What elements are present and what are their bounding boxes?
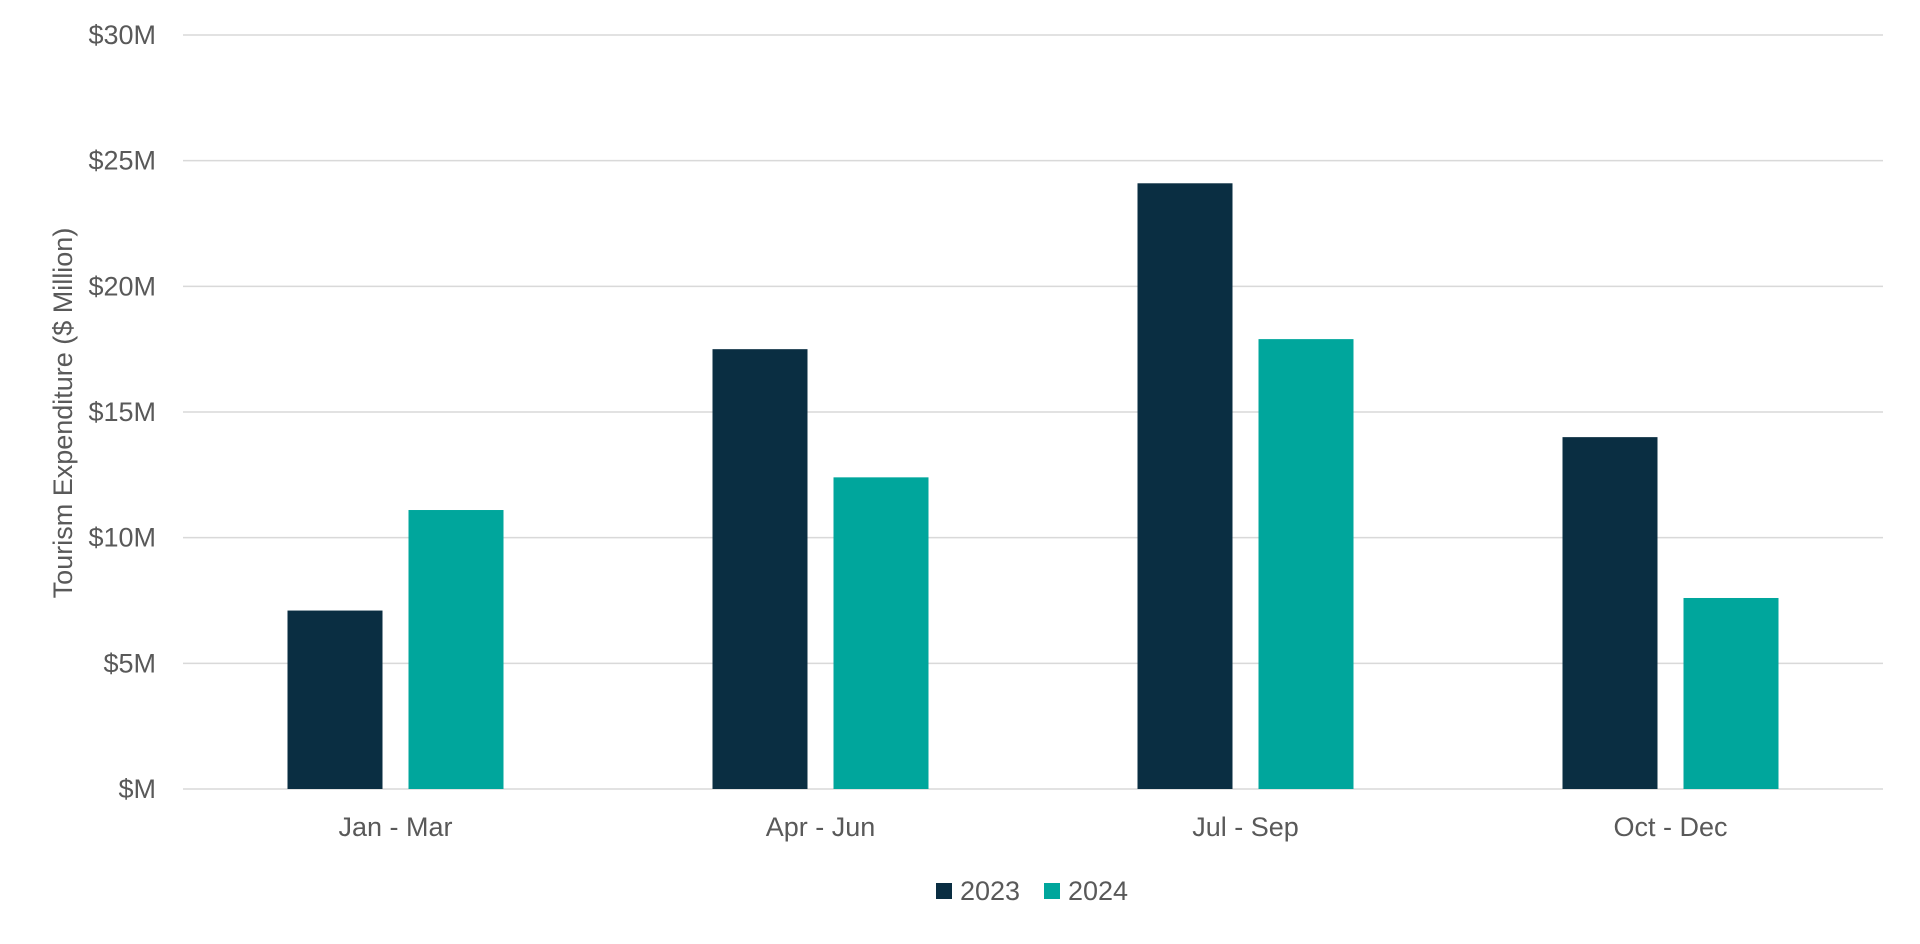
y-tick-label: $5M (103, 648, 156, 678)
y-tick-label: $15M (88, 397, 156, 427)
bar-2024-jul-sep (1258, 339, 1354, 789)
bar-2024-jan-mar (408, 510, 504, 789)
bar-2023-jul-sep (1137, 183, 1233, 789)
bar-2023-jan-mar (287, 610, 383, 789)
bar-2024-oct-dec (1683, 597, 1779, 789)
bar-2023-oct-dec (1562, 437, 1658, 789)
y-axis-ticks: $M $5M $10M $15M $20M $25M $30M (88, 20, 156, 804)
bar-2023-apr-jun (712, 349, 808, 789)
x-tick-label: Jul - Sep (1192, 812, 1299, 842)
bar-2024-apr-jun (833, 477, 929, 789)
y-tick-label: $25M (88, 146, 156, 176)
y-axis-label: Tourism Expenditure ($ Million) (48, 228, 78, 599)
y-tick-label: $30M (88, 20, 156, 50)
bars (287, 183, 1779, 789)
x-tick-label: Jan - Mar (338, 812, 452, 842)
x-tick-label: Apr - Jun (766, 812, 876, 842)
y-tick-label: $M (118, 774, 156, 804)
x-axis-ticks: Jan - Mar Apr - Jun Jul - Sep Oct - Dec (338, 812, 1727, 842)
legend-swatch-2024 (1044, 883, 1060, 899)
x-tick-label: Oct - Dec (1613, 812, 1727, 842)
y-tick-label: $20M (88, 271, 156, 301)
y-tick-label: $10M (88, 523, 156, 553)
legend: 2023 2024 (936, 876, 1128, 906)
legend-label-2023: 2023 (960, 876, 1020, 906)
legend-label-2024: 2024 (1068, 876, 1128, 906)
legend-swatch-2023 (936, 883, 952, 899)
